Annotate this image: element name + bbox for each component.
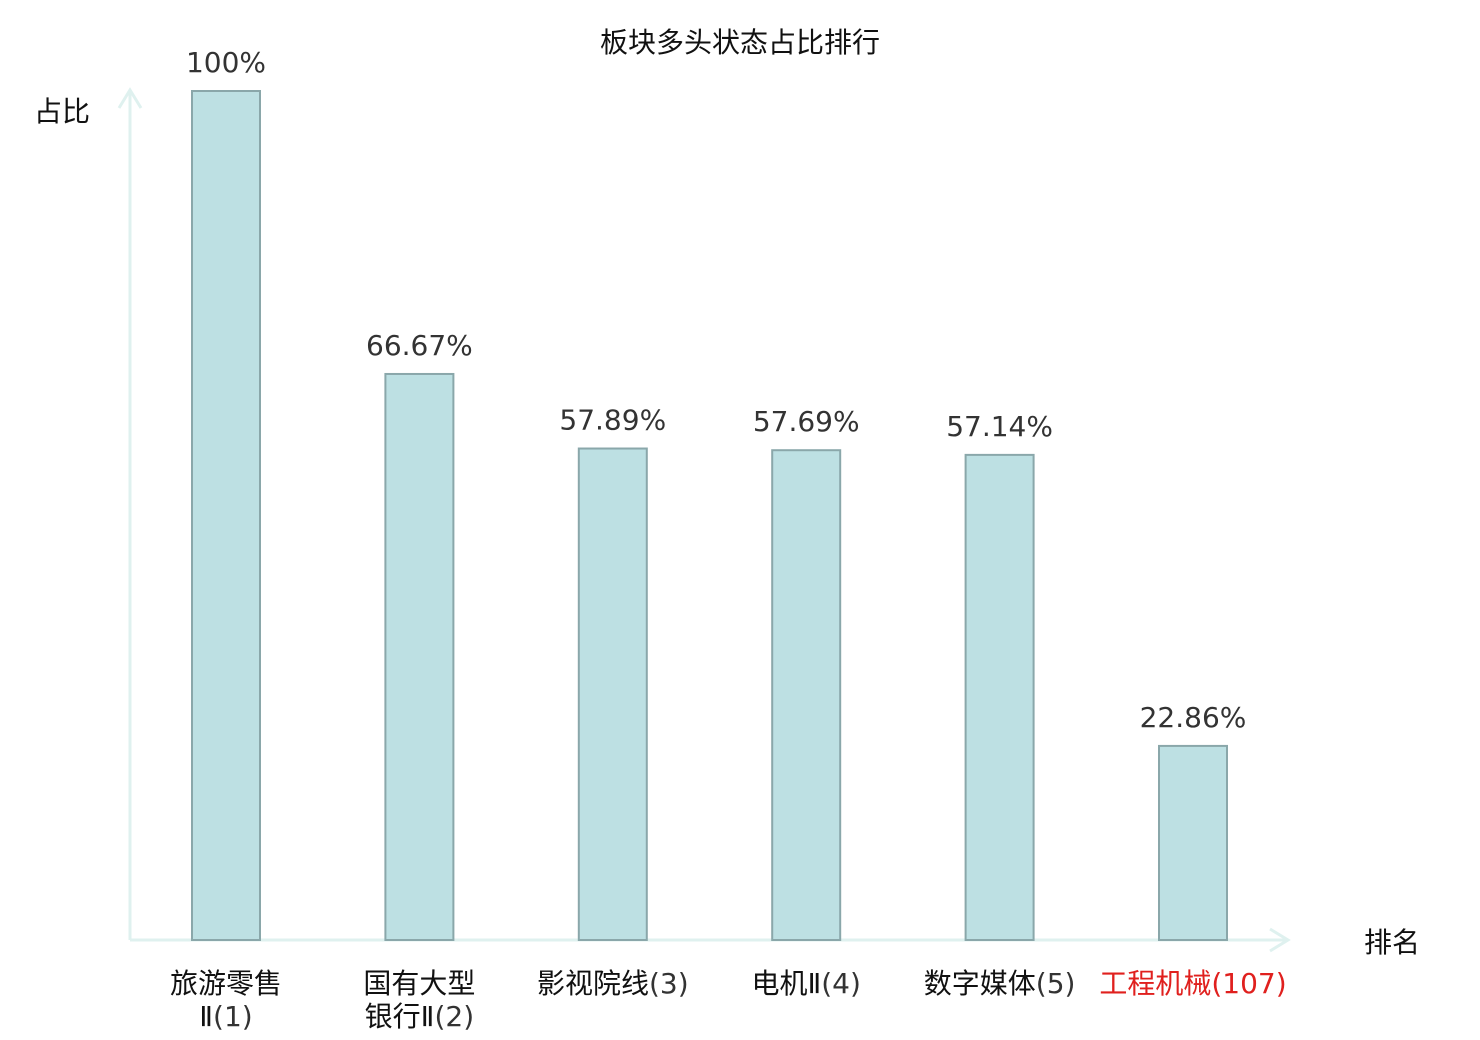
bars <box>191 90 1228 942</box>
value-label-5: 57.14% <box>946 410 1053 443</box>
category-label-1: 旅游零售 Ⅱ(1) <box>170 967 282 1033</box>
value-labels: 100% 66.67% 57.89% 57.69% 57.14% 22.86% <box>186 46 1246 734</box>
bar-3 <box>577 447 648 941</box>
x-axis <box>130 927 1291 953</box>
category-label-2: 国有大型银行Ⅱ(2) <box>363 967 475 1033</box>
bar-1 <box>191 90 261 941</box>
y-axis-label: 占比 <box>34 95 90 128</box>
value-label-3: 57.89% <box>559 404 666 437</box>
category-label-4: 电机Ⅱ(4) <box>751 967 860 1000</box>
chart-title: 板块多头状态占比排行 <box>600 26 880 59</box>
category-label-6: 工程机械(107) <box>1099 967 1286 1000</box>
x-axis-label: 排名 <box>1364 926 1420 959</box>
bar-6 <box>1158 744 1228 941</box>
y-axis <box>117 87 143 940</box>
category-labels: 旅游零售 Ⅱ(1) 国有大型银行Ⅱ(2) 影视院线(3) 电机Ⅱ(4) 数字媒体(5) 工程… <box>170 967 1287 1033</box>
value-label-1: 100% <box>186 46 266 79</box>
category-label-5: 数字媒体(5) <box>924 967 1076 1000</box>
value-label-2: 66.67% <box>366 329 473 362</box>
bar-4 <box>771 449 842 941</box>
bar-5 <box>964 453 1035 941</box>
category-label-3: 影视院线(3) <box>537 967 689 1000</box>
value-label-4: 57.69% <box>753 405 860 438</box>
bar-2 <box>384 372 455 942</box>
value-label-6: 22.86% <box>1140 701 1247 734</box>
